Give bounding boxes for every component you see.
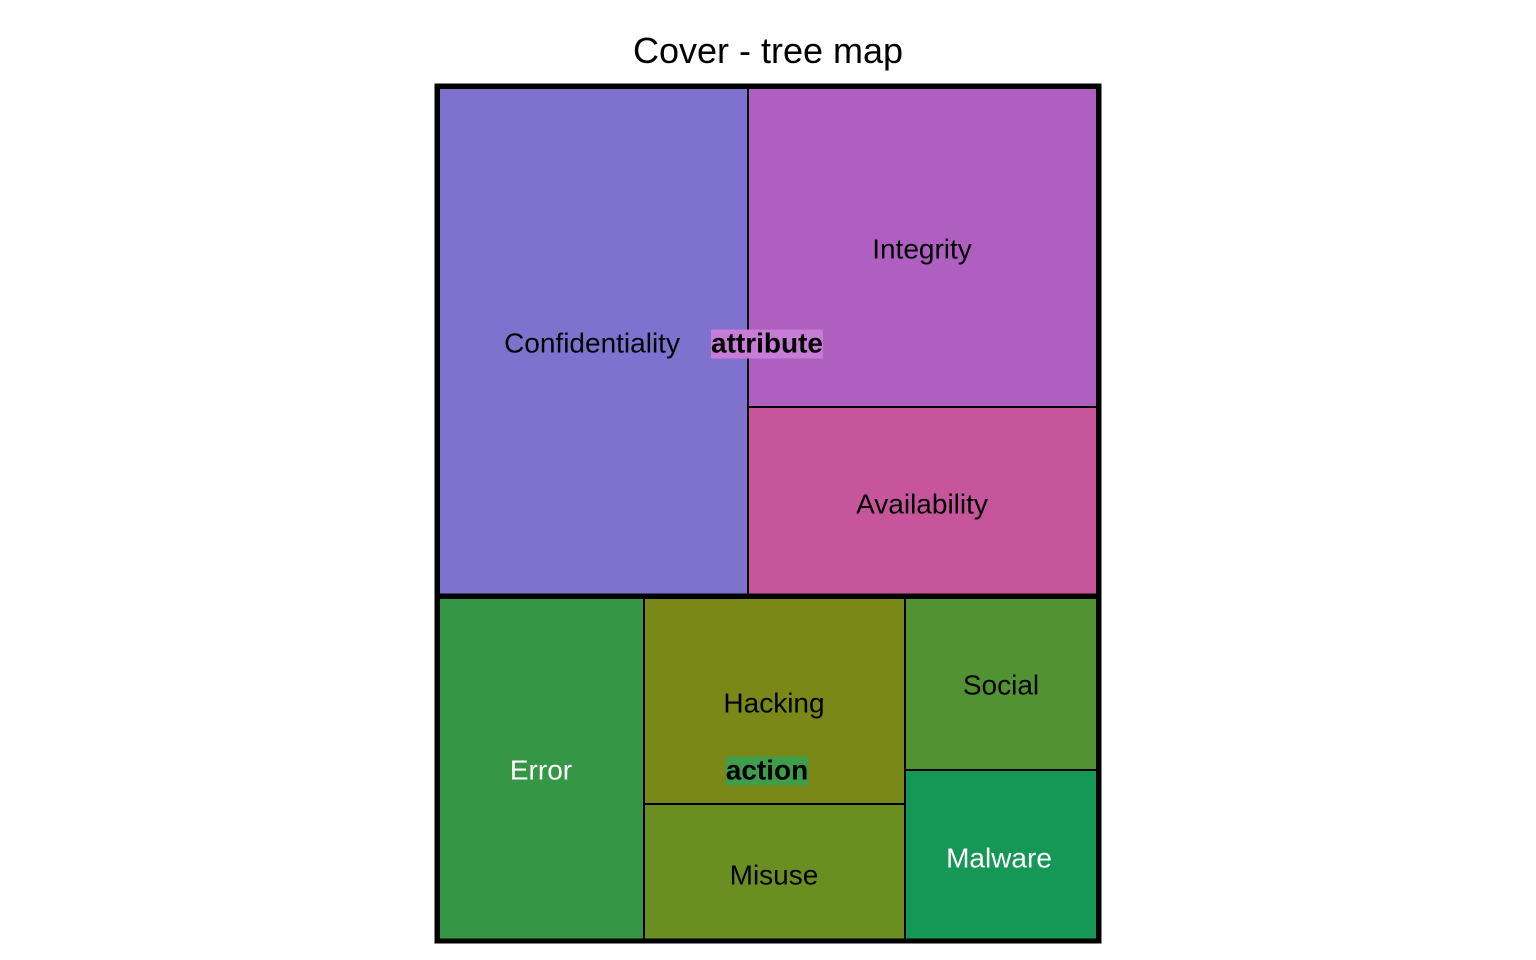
group-label-bg-action [725, 756, 809, 786]
tile-malware [904, 769, 1098, 941]
tile-label-malware: Malware [946, 843, 1052, 874]
group-label-bg-attribute [711, 329, 823, 359]
tile-confidentiality [438, 87, 749, 597]
tile-error [438, 597, 645, 941]
chart-title: Cover - tree map [632, 30, 904, 71]
tile-label-misuse: Misuse [730, 860, 819, 891]
tile-label-hacking: Hacking [723, 688, 824, 719]
group-border-action [434, 593, 1102, 944]
group-label-attribute: attribute [711, 328, 823, 359]
tile-label-confidentiality: Confidentiality [504, 328, 680, 359]
tile-label-availability: Availability [856, 489, 988, 520]
tile-label-integrity: Integrity [872, 234, 972, 265]
tile-label-social: Social [963, 670, 1039, 701]
tile-label-error: Error [510, 755, 572, 786]
group-label-action: action [726, 755, 808, 786]
tile-social [904, 597, 1098, 771]
tile-availability [747, 406, 1098, 597]
